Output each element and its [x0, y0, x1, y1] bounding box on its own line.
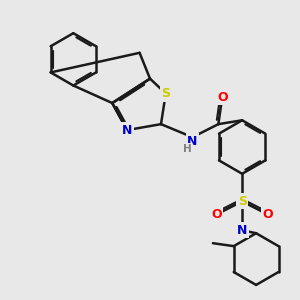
Text: N: N: [187, 135, 198, 148]
Text: O: O: [263, 208, 273, 221]
Text: H: H: [183, 143, 191, 154]
Text: O: O: [217, 91, 227, 104]
Text: S: S: [238, 195, 247, 208]
Text: N: N: [237, 224, 247, 237]
Text: N: N: [122, 124, 132, 136]
Text: S: S: [161, 87, 170, 100]
Text: O: O: [211, 208, 222, 221]
